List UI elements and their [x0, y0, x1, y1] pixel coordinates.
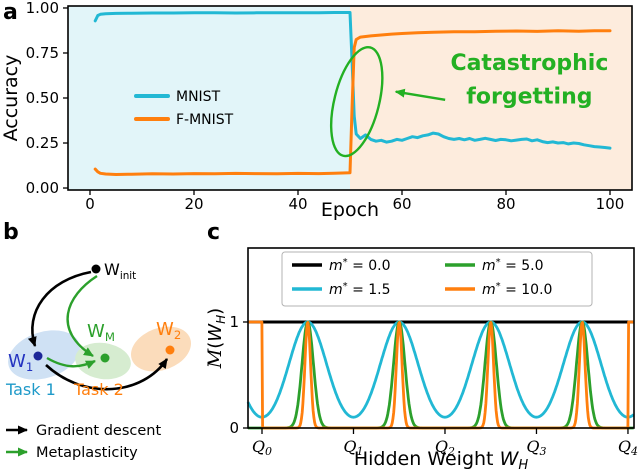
- curve-m-1-5: [246, 320, 635, 419]
- w2-dot: [165, 345, 175, 355]
- y-tick-label: 1.00: [26, 0, 59, 17]
- task1-label: Task 1: [5, 380, 56, 399]
- phase-region-1: [350, 6, 632, 190]
- legend-label-m-0: m* = 0.0: [329, 257, 391, 274]
- phase-region-0: [68, 6, 350, 190]
- x-tick-label-q0: Q0: [252, 437, 272, 458]
- wm-label: WM: [87, 321, 115, 344]
- x-tick-label-q3: Q3: [526, 437, 546, 458]
- panel-c-label: c: [207, 220, 221, 245]
- x-tick-label-q2: Q2: [435, 437, 455, 458]
- legend-label-mnist: MNIST: [176, 89, 221, 105]
- f-mnist-line: [93, 29, 612, 176]
- legend-label-m-10: m* = 10.0: [482, 281, 552, 298]
- x-tick-label: 0: [85, 195, 95, 213]
- legend-label-m-5: m* = 5.0: [482, 257, 544, 274]
- catastrophic-forgetting-ellipse: [330, 45, 384, 158]
- w1-label: W1: [8, 351, 33, 374]
- y-axis-label: M(WH): [205, 308, 228, 369]
- task1-region: [8, 330, 80, 380]
- w-init-label: Winit: [104, 260, 136, 282]
- gd-arrow-winit-to-w1: [27, 270, 92, 347]
- x-axis-label: Hidden Weight WH: [354, 448, 529, 473]
- annotation-arrow: [394, 88, 446, 101]
- x-tick-label: 60: [392, 195, 411, 213]
- y-tick-label: 1: [229, 313, 239, 331]
- x-axis-label: Epoch: [321, 199, 379, 221]
- x-tick-label: 40: [288, 195, 307, 213]
- w1-dot: [33, 351, 43, 361]
- wm-dot: [100, 353, 110, 363]
- legend-box: [281, 251, 593, 307]
- x-tick-label-q1: Q1: [343, 437, 363, 458]
- legend-label-f-mnist: F-MNIST: [176, 112, 234, 128]
- y-tick-label: 0.00: [26, 179, 59, 197]
- x-tick-label: 80: [496, 195, 515, 213]
- annotation-text-1: forgetting: [466, 84, 592, 109]
- annotation-text-0: Catastrophic: [450, 51, 608, 76]
- panel-c-metaplasticity-chart: Q0 Q1 Q2 Q3 Q4 0 1 Hidden Weight WH M(WH) m* = 0.…: [205, 247, 638, 473]
- w2-label: W2: [156, 319, 181, 342]
- mnist-line: [93, 11, 612, 150]
- task2-label: Task 2: [73, 380, 124, 399]
- panel-a-accuracy-chart: 0 20 40 60 80 100 0.00 0.25 0.50 0.75 1.00 Epoch Acc…: [0, 0, 633, 221]
- panel-b-label: b: [3, 220, 19, 245]
- x-tick-label-q4: Q4: [618, 437, 638, 458]
- legend-label-m-1-5: m* = 1.5: [329, 281, 391, 298]
- panel-b-weight-space-diagram: Winit W1 WM W2 Task 1 Task 2 Gradient descent M…: [5, 260, 192, 461]
- legend-label-0: Gradient descent: [36, 423, 161, 439]
- panel-a-label: a: [3, 0, 18, 25]
- x-tick-label: 100: [596, 195, 625, 213]
- gd-arrow-w1-to-w2: [45, 358, 169, 391]
- meta-arrow-winit-to-wm: [66, 274, 98, 358]
- plot-frame: [247, 247, 635, 429]
- x-tick-label: 20: [184, 195, 203, 213]
- y-axis-label: Accuracy: [0, 55, 22, 142]
- y-tick-label: 0.50: [26, 89, 59, 107]
- y-tick-label: 0.75: [26, 44, 59, 62]
- y-tick-label: 0: [229, 419, 239, 437]
- meta-arrow-w1-to-wm: [46, 356, 96, 369]
- task2-region: [130, 326, 192, 372]
- plot-frame: [67, 5, 633, 191]
- w-init-dot: [91, 264, 101, 274]
- legend-label-1: Metaplasticity: [36, 445, 138, 461]
- y-tick-label: 0.25: [26, 134, 59, 152]
